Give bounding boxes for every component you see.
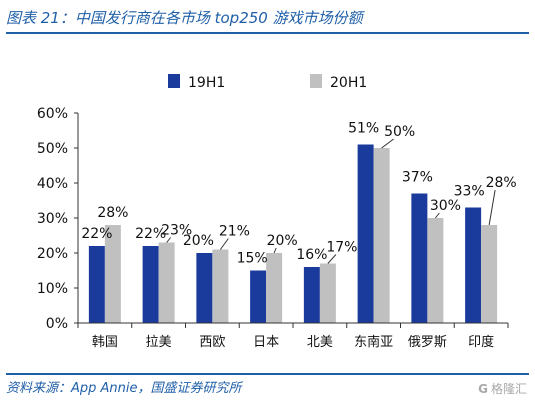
bar-20h1 xyxy=(373,148,390,323)
bar-19h1 xyxy=(250,270,267,323)
data-labels: 22%28%22%23%20%21%15%20%16%17%51% 50%37%3… xyxy=(81,121,516,267)
y-axis-ticks: 0% 10% 20% 30% 40% 50% 60% xyxy=(37,106,68,332)
legend-label-20h1: 20H1 xyxy=(330,75,367,91)
y-tick-label: 0% xyxy=(46,316,68,332)
x-category-label: 韩国 xyxy=(92,335,118,350)
leader-line xyxy=(327,254,337,264)
bar-20h1 xyxy=(104,225,121,323)
data-label: 23% xyxy=(161,223,192,239)
legend: 19H1 20H1 xyxy=(168,74,367,91)
label-leader-lines xyxy=(166,138,496,264)
x-category-label: 拉美 xyxy=(146,335,172,350)
watermark-text: 格隆汇 xyxy=(490,382,527,396)
bar-20h1 xyxy=(212,249,229,323)
y-tick-label: 50% xyxy=(37,141,68,157)
data-label: 15% xyxy=(237,251,268,267)
data-label: 28% xyxy=(97,205,128,221)
y-tick-label: 40% xyxy=(37,176,68,192)
bar-20h1 xyxy=(266,253,283,323)
data-label: 21% xyxy=(219,224,250,240)
bar-20h1 xyxy=(319,263,336,323)
data-label: 20% xyxy=(183,233,214,249)
bar-19h1 xyxy=(142,246,159,323)
leader-line xyxy=(273,247,277,254)
x-category-label: 印度 xyxy=(468,334,494,350)
x-category-label: 东南亚 xyxy=(354,334,393,350)
data-label: 22% xyxy=(81,226,112,242)
bar-19h1 xyxy=(196,253,213,323)
bar-20h1 xyxy=(481,225,498,323)
legend-swatch-19h1 xyxy=(168,74,180,88)
bar-19h1 xyxy=(303,267,320,323)
y-tick-label: 10% xyxy=(37,281,68,297)
data-label: 51% xyxy=(348,121,379,137)
source-note: 资料来源：App Annie，国盛证券研究所 xyxy=(6,373,529,403)
bar-chart: 0%10%20%30%40%50%60% 22%28%22%23%20%21%1… xyxy=(37,74,517,350)
watermark-logo-icon: G xyxy=(478,382,488,396)
y-tick-label: 20% xyxy=(37,246,68,262)
x-category-label: 西欧 xyxy=(199,335,225,350)
bars xyxy=(88,144,498,323)
leader-line xyxy=(381,138,394,149)
data-label: 33% xyxy=(454,184,485,200)
data-label: 20% xyxy=(267,233,298,249)
leader-line xyxy=(488,189,496,226)
bar-19h1 xyxy=(411,193,428,323)
x-category-label: 日本 xyxy=(253,335,279,350)
data-label: 17% xyxy=(326,240,357,256)
bar-20h1 xyxy=(427,218,444,323)
bar-19h1 xyxy=(465,207,482,323)
legend-label-19h1: 19H1 xyxy=(188,75,225,91)
x-category-label: 北美 xyxy=(307,335,333,350)
data-label: 30% xyxy=(430,198,461,214)
data-label: 37% xyxy=(402,170,433,186)
data-label: 22% xyxy=(135,226,166,242)
chart-title: 图表 21：中国发行商在各市场 top250 游戏市场份额 xyxy=(6,4,529,34)
y-tick-label: 30% xyxy=(37,211,68,227)
data-label: 16% xyxy=(296,247,327,263)
leader-line xyxy=(219,238,229,250)
x-category-label: 俄罗斯 xyxy=(408,335,447,350)
data-label: 50% xyxy=(384,124,415,140)
bar-20h1 xyxy=(158,242,175,323)
x-axis-categories: 韩国 拉美 西欧 日本 北美 东南亚 俄罗斯 印度 xyxy=(92,334,494,350)
y-tick-label: 60% xyxy=(37,106,68,122)
axes xyxy=(74,112,509,328)
data-label: 28% xyxy=(486,175,517,191)
watermark: G 格隆汇 xyxy=(478,380,527,398)
bar-19h1 xyxy=(88,246,105,323)
legend-swatch-20h1 xyxy=(310,74,322,88)
leader-line xyxy=(166,237,172,243)
leader-line xyxy=(434,212,440,219)
bar-19h1 xyxy=(357,144,374,323)
